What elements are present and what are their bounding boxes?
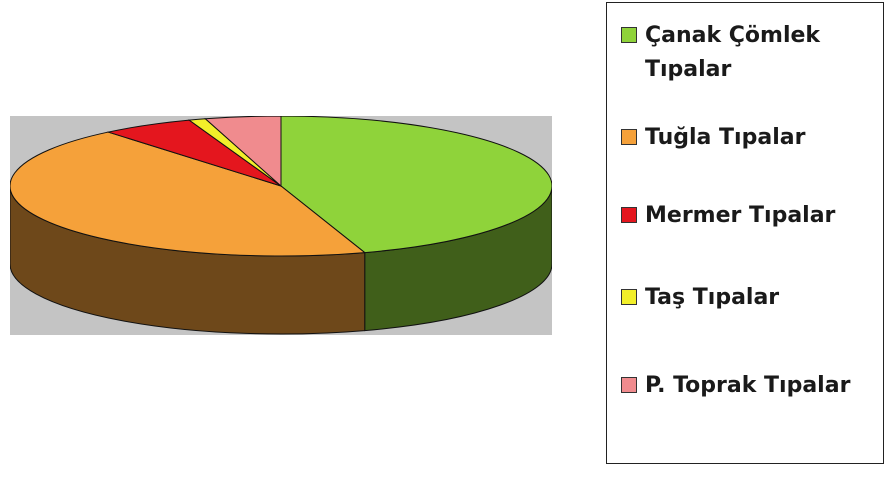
legend-swatch <box>621 289 637 305</box>
legend-label: Mermer Tıpalar <box>645 203 836 228</box>
legend-label: P. Toprak Tıpalar <box>645 373 851 398</box>
legend-item-tugla: Tuğla Tıpalar <box>621 121 805 155</box>
legend: Çanak Çömlek Tıpalar Tuğla Tıpalar Merme… <box>606 2 884 464</box>
plot-area <box>10 116 552 335</box>
legend-item-tas: Taş Tıpalar <box>621 281 779 315</box>
legend-label: Tuğla Tıpalar <box>645 125 806 150</box>
pie-slice-1 <box>10 131 367 257</box>
legend-item-canak-comlek: Çanak Çömlek Tıpalar <box>621 19 820 87</box>
legend-item-mermer: Mermer Tıpalar <box>621 199 835 233</box>
legend-swatch <box>621 27 637 43</box>
legend-label: Taş Tıpalar <box>645 285 780 310</box>
pie-slice-0 <box>280 116 552 254</box>
legend-label: Çanak Çömlek Tıpalar <box>645 23 821 82</box>
legend-swatch <box>621 377 637 393</box>
pie-slice-4 <box>204 116 282 188</box>
legend-swatch <box>621 207 637 223</box>
legend-item-p-toprak: P. Toprak Tıpalar <box>621 369 850 403</box>
legend-swatch <box>621 129 637 145</box>
pie-chart <box>10 116 552 335</box>
